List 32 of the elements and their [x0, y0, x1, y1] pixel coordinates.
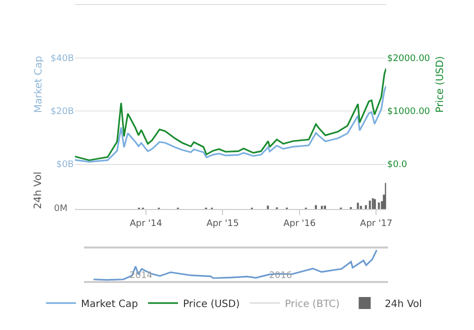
legend-label: Market Cap [81, 298, 138, 310]
x-tick-label: Apr '14 [130, 218, 162, 229]
y2-tick-label: $0.0 [387, 160, 408, 170]
bar [266, 206, 269, 209]
legend-label: Price (USD) [183, 298, 240, 310]
text: 0M [54, 204, 68, 214]
y2-tick-label: $2000.00 [387, 54, 430, 64]
bar [374, 199, 376, 209]
bar [360, 206, 362, 209]
bar [368, 200, 371, 209]
y-tick-label: $20B [50, 107, 74, 118]
legend-label: Price (BTC) [284, 298, 340, 310]
bar [364, 205, 367, 209]
y2-axis-title: Price (USD) [434, 56, 446, 113]
bar [320, 206, 323, 209]
y-tick-label: $0B [56, 160, 74, 170]
bar [324, 206, 326, 209]
bar [378, 202, 380, 209]
bar [356, 202, 359, 209]
y-axis-title: Market Cap [34, 56, 45, 113]
bar [372, 198, 374, 209]
x-tick-label: Apr '16 [283, 218, 316, 229]
legend-label: 24h Vol [384, 298, 422, 310]
line-series [74, 68, 386, 162]
x-tick-label: 2014 [129, 271, 153, 282]
y-axis-title: 24h Vol [32, 172, 44, 209]
y-tick-label: $40B [50, 54, 74, 64]
line-series [74, 85, 386, 163]
y2-tick-label: $1000.00 [387, 107, 430, 118]
x-tick-label: Apr '17 [360, 218, 392, 229]
x-tick-label: Apr '15 [206, 218, 239, 229]
bar [314, 205, 317, 209]
